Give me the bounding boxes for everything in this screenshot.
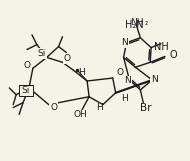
Text: NH: NH — [154, 42, 169, 52]
Text: O: O — [116, 68, 123, 77]
Text: O: O — [64, 54, 71, 63]
Text: OH: OH — [73, 110, 87, 119]
Text: O: O — [170, 50, 177, 60]
Text: H₂N: H₂N — [125, 20, 144, 30]
Text: NH: NH — [130, 18, 143, 27]
Text: N: N — [151, 75, 158, 84]
FancyBboxPatch shape — [19, 85, 33, 96]
Text: O: O — [24, 61, 31, 70]
Text: N: N — [124, 76, 131, 85]
Text: N: N — [121, 38, 128, 47]
Text: H: H — [78, 68, 85, 77]
Text: O: O — [50, 103, 57, 112]
Text: H: H — [122, 94, 128, 103]
Text: Br: Br — [139, 103, 151, 113]
Text: ₂: ₂ — [144, 18, 147, 27]
Text: Si: Si — [38, 49, 46, 58]
Text: H: H — [96, 103, 103, 112]
Text: Si: Si — [22, 86, 30, 95]
